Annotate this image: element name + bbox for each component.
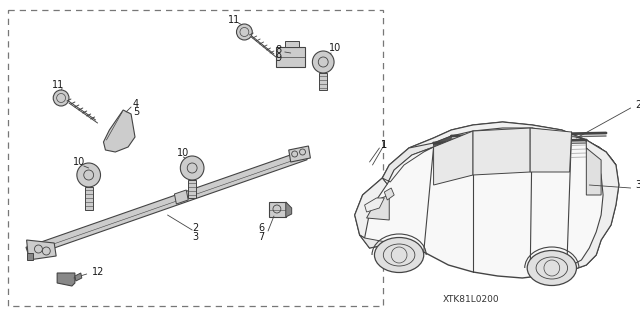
Polygon shape — [319, 73, 327, 90]
Text: XTK81L0200: XTK81L0200 — [443, 295, 499, 305]
Polygon shape — [566, 140, 619, 272]
Polygon shape — [433, 131, 473, 185]
Circle shape — [292, 151, 298, 157]
Polygon shape — [276, 47, 305, 67]
Polygon shape — [382, 143, 433, 184]
Polygon shape — [26, 150, 307, 257]
Circle shape — [53, 90, 69, 106]
Polygon shape — [75, 273, 82, 281]
Polygon shape — [104, 110, 135, 152]
Polygon shape — [367, 195, 389, 220]
Ellipse shape — [527, 250, 577, 286]
Text: 10: 10 — [73, 157, 85, 167]
Text: 10: 10 — [177, 148, 189, 158]
Text: 3: 3 — [636, 180, 640, 190]
Text: 2: 2 — [192, 223, 198, 233]
Polygon shape — [365, 198, 384, 212]
Polygon shape — [382, 147, 433, 184]
Text: 3: 3 — [192, 232, 198, 242]
Polygon shape — [27, 253, 33, 260]
Polygon shape — [384, 188, 394, 200]
Text: 5: 5 — [133, 107, 139, 117]
Polygon shape — [289, 146, 310, 162]
Text: 10: 10 — [329, 43, 341, 53]
Polygon shape — [285, 41, 299, 47]
Polygon shape — [433, 136, 451, 147]
Text: 7: 7 — [258, 232, 264, 242]
Polygon shape — [409, 122, 616, 165]
Polygon shape — [286, 202, 292, 217]
Text: 6: 6 — [258, 223, 264, 233]
Polygon shape — [188, 180, 196, 198]
Polygon shape — [355, 178, 387, 238]
Text: 12: 12 — [92, 267, 105, 277]
Text: 1: 1 — [381, 140, 387, 150]
Polygon shape — [530, 128, 572, 172]
Polygon shape — [586, 148, 601, 195]
Circle shape — [312, 51, 334, 73]
Text: 4: 4 — [133, 99, 139, 109]
Polygon shape — [269, 202, 286, 217]
Polygon shape — [355, 122, 619, 278]
Circle shape — [180, 156, 204, 180]
Circle shape — [42, 247, 51, 255]
Polygon shape — [57, 273, 75, 286]
Text: 11: 11 — [228, 15, 241, 25]
Polygon shape — [473, 128, 530, 175]
Text: 11: 11 — [52, 80, 64, 90]
Text: 2: 2 — [636, 100, 640, 110]
Circle shape — [77, 163, 100, 187]
Text: 9: 9 — [276, 53, 282, 63]
Polygon shape — [27, 240, 56, 260]
Text: 1: 1 — [381, 140, 387, 150]
Ellipse shape — [374, 238, 424, 272]
Circle shape — [35, 245, 42, 253]
Circle shape — [300, 149, 305, 155]
Polygon shape — [84, 187, 93, 210]
Polygon shape — [175, 190, 188, 204]
Polygon shape — [360, 235, 402, 248]
Circle shape — [237, 24, 252, 40]
Text: 8: 8 — [276, 45, 282, 55]
